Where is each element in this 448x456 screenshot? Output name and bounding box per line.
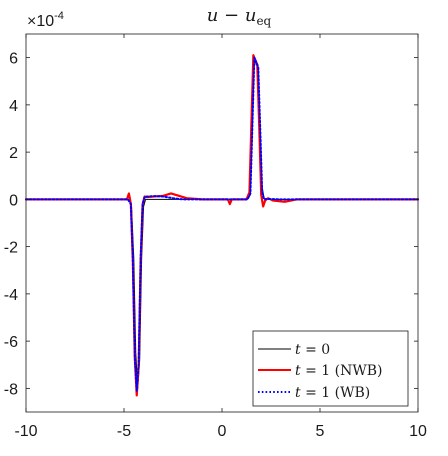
x-tick-label: 5 — [316, 423, 325, 440]
series-line-wb — [25, 56, 419, 392]
y-tick-label: -2 — [4, 240, 18, 257]
legend-label-wb: t = 1 (WB) — [295, 385, 370, 401]
x-tick-label: 0 — [218, 423, 227, 440]
legend-box — [252, 330, 409, 407]
legend-entry: t = 1 (WB) — [258, 385, 370, 401]
y-tick-label: -8 — [4, 381, 18, 398]
chart-title-main: u − u — [207, 5, 257, 26]
y-tick-label: 0 — [9, 192, 18, 209]
series-layer — [24, 54, 420, 397]
y-tick-label: -6 — [4, 334, 18, 351]
legend-label-nwb: t = 1 (NWB) — [295, 363, 382, 379]
x-tick-label: -10 — [14, 423, 37, 440]
y-tick-label: -4 — [4, 287, 18, 304]
ticks-layer: -10 -5 0 5 10 -8 -6 -4 -2 0 2 4 6 — [4, 34, 427, 440]
x-tick-label: 10 — [409, 423, 427, 440]
chart-title-subscript: eq — [256, 14, 271, 28]
y-tick-label: 4 — [9, 98, 18, 115]
y-multiplier-exponent: -4 — [54, 10, 64, 22]
legend-entry: t = 0 — [258, 342, 330, 358]
y-tick-label: 6 — [9, 51, 18, 68]
y-multiplier: ×10-4 — [27, 10, 64, 30]
legend: t = 0 t = 1 (NWB) t = 1 (WB) — [252, 330, 409, 407]
y-tick-label: 2 — [9, 145, 18, 162]
legend-entry: t = 1 (NWB) — [258, 363, 382, 379]
legend-label-t0: t = 0 — [295, 342, 330, 358]
x-tick-label: -5 — [117, 423, 131, 440]
y-multiplier-base: ×10 — [27, 13, 54, 30]
chart-title: u − ueq — [207, 5, 272, 28]
